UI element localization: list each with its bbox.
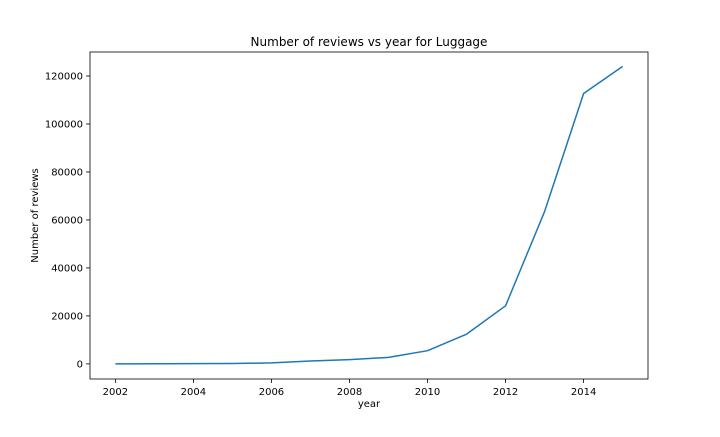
y-tick-label: 80000 xyxy=(51,167,83,178)
x-tick-label: 2014 xyxy=(571,387,596,398)
chart-title: Number of reviews vs year for Luggage xyxy=(251,35,488,49)
y-tick-label: 60000 xyxy=(51,215,83,226)
plot-frame xyxy=(89,51,649,380)
series-line xyxy=(115,65,624,365)
y-tick-label: 120000 xyxy=(45,71,83,82)
x-tick-label: 2012 xyxy=(493,387,518,398)
x-tick-label: 2010 xyxy=(415,387,440,398)
x-tick-label: 2008 xyxy=(337,387,362,398)
x-axis-label: year xyxy=(358,399,381,410)
y-tick-label: 40000 xyxy=(51,263,83,274)
x-tick-label: 2006 xyxy=(259,387,284,398)
y-tick-label: 20000 xyxy=(51,311,83,322)
x-tick-label: 2004 xyxy=(181,387,206,398)
line-layer xyxy=(115,65,624,365)
y-tick-label: 0 xyxy=(77,359,83,370)
x-tick-label: 2002 xyxy=(103,387,128,398)
ticks-layer: 2002 2004 2006 2008 2010 2012 2014 0 20000 40000 6… xyxy=(45,71,597,398)
y-axis-label: Number of reviews xyxy=(30,168,41,262)
y-tick-label: 100000 xyxy=(45,119,83,130)
